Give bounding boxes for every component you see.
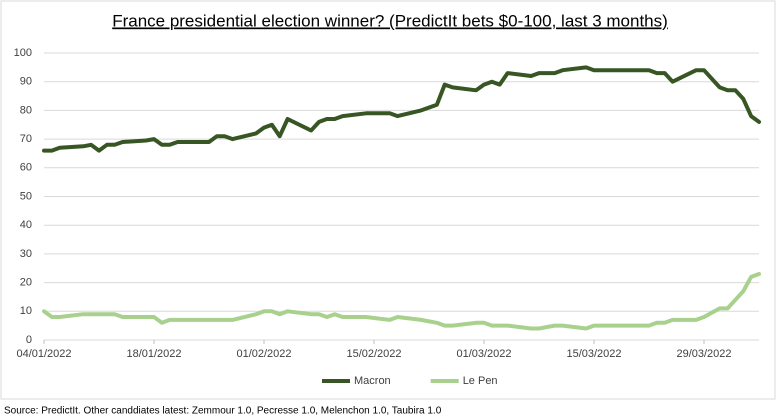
x-tick-label: 18/01/2022 [126,348,181,360]
legend-label: Macron [354,375,391,387]
source-note: Source: PredictIt. Other canddiates late… [4,406,442,417]
x-tick-label: 01/02/2022 [236,348,291,360]
y-tick-label: 0 [26,334,32,346]
legend-label: Le Pen [463,375,498,387]
x-tick-label: 15/03/2022 [566,348,621,360]
chart-frame [0,0,776,400]
y-tick-label: 80 [20,104,32,116]
y-tick-label: 60 [20,162,32,174]
x-tick-label: 04/01/2022 [16,348,71,360]
y-tick-label: 70 [20,133,32,145]
y-tick-label: 40 [20,219,32,231]
series-line [42,65,761,153]
y-tick-label: 90 [20,76,32,88]
y-tick-label: 50 [20,190,32,202]
y-tick-label: 100 [14,47,32,59]
y-tick-label: 30 [20,248,32,260]
x-tick-label: 01/03/2022 [456,348,511,360]
x-tick-label: 15/02/2022 [346,348,401,360]
x-tick-label: 29/03/2022 [676,348,731,360]
series-line [42,272,761,331]
y-tick-label: 20 [20,277,32,289]
y-tick-label: 10 [20,305,32,317]
chart-title: France presidential election winner? (Pr… [112,11,668,30]
